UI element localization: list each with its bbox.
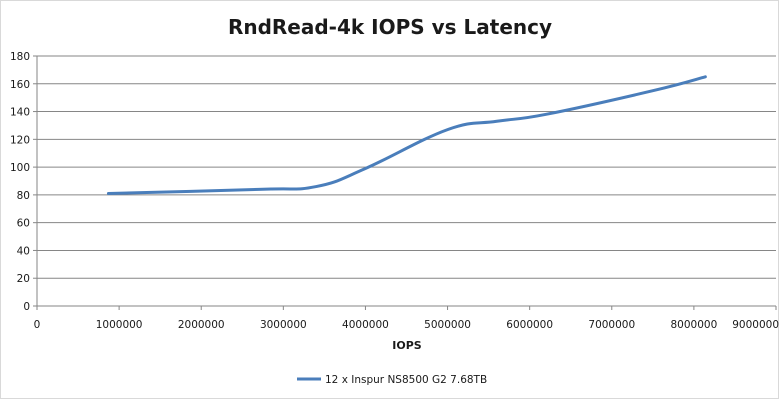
x-tick-label: 0: [34, 319, 41, 331]
legend: 12 x Inspur NS8500 G2 7.68TB: [297, 374, 487, 386]
y-tick-label: 160: [10, 79, 30, 91]
y-tick-label: 80: [17, 190, 30, 202]
x-tick-label: 7000000: [588, 319, 635, 331]
y-tick-label: 100: [10, 162, 30, 174]
x-axis-title: IOPS: [392, 339, 422, 352]
y-tick-label: 180: [10, 51, 30, 63]
y-tick-label: 0: [23, 301, 30, 313]
gridlines: [37, 55, 776, 279]
y-tick-label: 140: [10, 107, 30, 119]
axes: 0 20 40 60 80 100 120 140 160 180 0 1000000 2000000 3…: [10, 51, 779, 331]
y-tick-label: 40: [17, 245, 30, 257]
x-tick-label: 9000000: [732, 319, 779, 331]
y-tick-label: 20: [17, 273, 30, 285]
x-tick-label: 8000000: [671, 319, 718, 331]
y-tick-label: 60: [17, 218, 30, 230]
x-tick-label: 6000000: [506, 319, 553, 331]
y-tick-label: 120: [10, 134, 30, 146]
x-tick-label: 3000000: [260, 319, 307, 331]
x-tick-label: 5000000: [424, 319, 471, 331]
series-layer: [106, 75, 707, 195]
x-tick-label: 1000000: [96, 319, 143, 331]
x-tick-label: 2000000: [178, 319, 225, 331]
legend-label: 12 x Inspur NS8500 G2 7.68TB: [325, 374, 487, 386]
series-line: [106, 75, 707, 195]
chart-title: RndRead-4k IOPS vs Latency: [228, 15, 552, 39]
x-tick-label: 4000000: [342, 319, 389, 331]
